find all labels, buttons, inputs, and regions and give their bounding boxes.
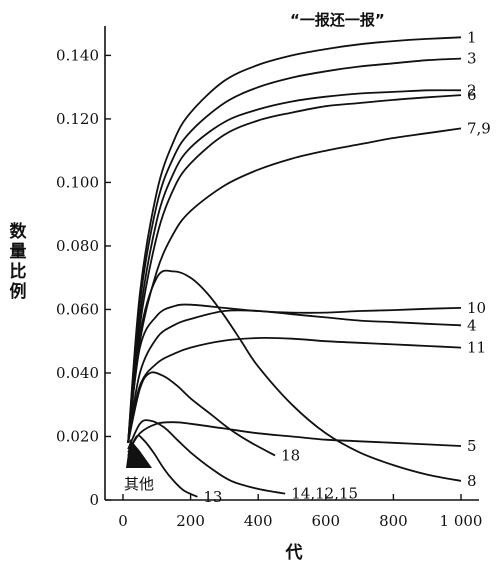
y-tick-label: 0 [89,491,99,509]
series-line [127,127,462,443]
series-label: 1 [467,28,477,46]
series-label: 3 [467,50,477,68]
x-tick-label: 200 [176,512,205,530]
x-tick-label: 600 [311,512,340,530]
series-label: 4 [467,316,477,334]
series-line [127,89,462,443]
series-label: 11 [467,339,486,357]
series-label: 6 [467,86,477,104]
series-label: 18 [281,447,300,465]
y-tick-label: 0.040 [56,364,99,382]
y-tick-label: 0.100 [56,173,99,191]
y-tick-label: 0.060 [56,300,99,318]
x-tick-label: 1 000 [440,512,483,530]
y-tick-label: 0.080 [56,237,99,255]
y-axis-title-char-2: 量 [10,241,27,262]
series-label: 14,12,15 [291,485,358,503]
y-tick-label: 0.020 [56,427,99,445]
series-label: 2 [467,81,477,99]
series-label: 8 [467,472,477,490]
curves [127,36,462,498]
series-label: 10 [467,299,486,317]
x-tick-label: 800 [379,512,408,530]
y-axis-title-char-1: 数 [10,221,28,242]
y-axis-title-char-3: 比 [10,261,27,282]
series-line [127,269,462,482]
series-label: 13 [203,488,222,506]
y-tick-label: 0.140 [56,46,99,64]
chart-title: “一报还一报” [290,11,385,29]
series-line [127,419,286,495]
series-label: 7,9 [467,119,491,137]
series-line [127,309,462,443]
annotation-others: 其他 [124,475,154,493]
axes: 0 0.020 0.040 0.060 0.080 0.100 0.120 0.140 0 200… [56,26,482,530]
series-line [127,336,462,443]
series-line [127,57,462,443]
series-line [127,371,276,457]
x-tick-label: 0 [118,512,128,530]
series-line [127,94,462,443]
x-axis-title: 代 [285,542,303,563]
x-tick-label: 400 [244,512,273,530]
series-label: 5 [467,437,477,455]
series-line [127,434,198,498]
series-line [127,36,462,443]
others-cluster-mark [126,439,152,468]
y-axis-title: 数 量 比 例 [10,221,28,302]
y-axis-title-char-4: 例 [10,281,27,302]
y-tick-label: 0.120 [56,110,99,128]
